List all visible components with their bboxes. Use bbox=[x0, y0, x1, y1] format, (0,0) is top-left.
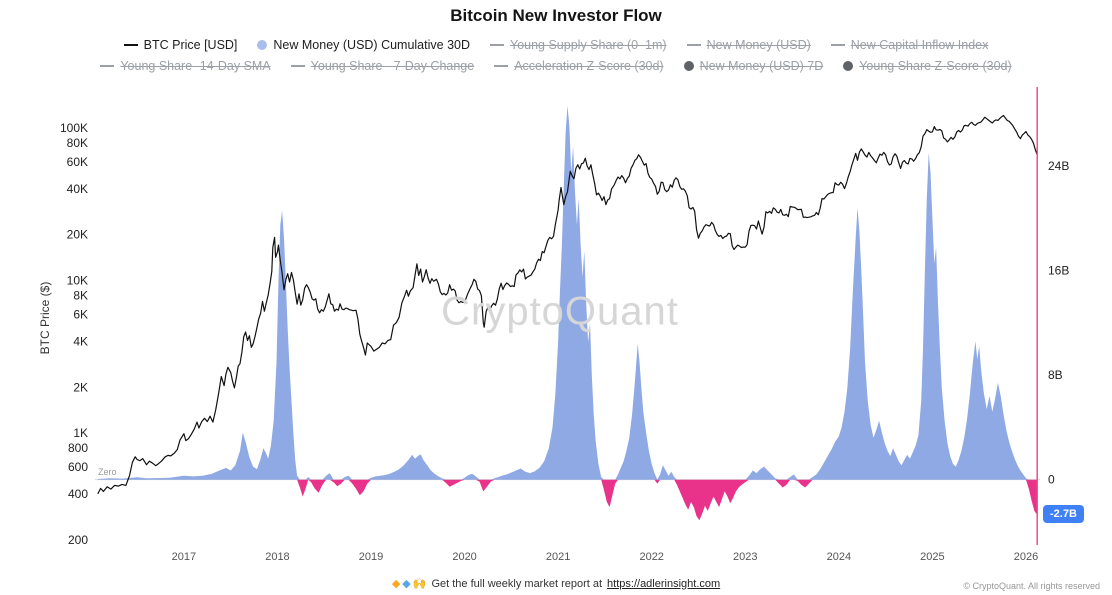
legend-line-marker bbox=[490, 44, 504, 46]
legend-item[interactable]: Young Share Z-Score (30d) bbox=[843, 59, 1012, 73]
axis-tick-label: 2024 bbox=[827, 551, 851, 563]
axis-tick-label: 10K bbox=[67, 274, 88, 288]
legend-line-marker bbox=[123, 44, 138, 46]
legend-item-label: New Money (USD) 7D bbox=[699, 59, 824, 73]
orange-diamond-icon: ◆ bbox=[391, 578, 401, 590]
axis-tick-label: 2020 bbox=[452, 551, 476, 563]
axis-tick-label: 60K bbox=[67, 155, 88, 169]
legend-item[interactable]: New Money (USD) bbox=[686, 38, 811, 52]
legend-item-label: BTC Price [USD] bbox=[143, 38, 238, 52]
legend-item[interactable]: New Money (USD) Cumulative 30D bbox=[257, 38, 470, 52]
legend-item[interactable]: BTC Price [USD] bbox=[123, 38, 238, 52]
copyright: © CryptoQuant. All rights reserved bbox=[963, 581, 1100, 591]
legend-item[interactable]: New Money (USD) 7D bbox=[683, 59, 824, 73]
axis-tick-label: 200 bbox=[68, 533, 88, 547]
legend-item[interactable]: Young Supply Share (0–1m) bbox=[490, 38, 667, 52]
legend-item-label: Young Share - 7-Day Change bbox=[310, 59, 475, 73]
axis-tick-label: 800 bbox=[68, 441, 88, 455]
legend-item-label: Young Supply Share (0–1m) bbox=[510, 38, 667, 52]
axis-tick-label: 2021 bbox=[546, 551, 570, 563]
legend-line-marker bbox=[494, 65, 509, 67]
axis-tick-label: 2025 bbox=[920, 551, 944, 563]
legend-item[interactable]: New Capital Inflow Index bbox=[830, 38, 989, 52]
axis-tick-label: 6K bbox=[73, 307, 88, 321]
btc-price-line bbox=[97, 114, 1038, 495]
flow-area-negative bbox=[97, 479, 1038, 521]
raised-hands-icon: 🙌 bbox=[412, 578, 427, 590]
axis-tick-label: 1K bbox=[73, 426, 88, 440]
report-link[interactable]: https://adlerinsight.com bbox=[607, 577, 721, 590]
legend-item-label: New Money (USD) bbox=[706, 38, 811, 52]
footer-icons: ◆ ◆ 🙌 bbox=[392, 577, 427, 590]
legend-dot-marker bbox=[257, 40, 268, 50]
axis-tick-label: 2022 bbox=[639, 551, 663, 563]
footer: ◆ ◆ 🙌 Get the full weekly market report at… bbox=[0, 577, 1112, 591]
blue-diamond-icon: ◆ bbox=[402, 578, 411, 590]
axis-tick-label: 8K bbox=[73, 288, 88, 302]
legend-line-marker bbox=[290, 65, 305, 67]
axis-tick-label: 400 bbox=[68, 487, 88, 501]
legend-line-marker bbox=[686, 44, 701, 46]
legend: BTC Price [USD] New Money (USD) Cumulativ… bbox=[0, 38, 1112, 80]
axis-tick-label: 8B bbox=[1048, 368, 1063, 382]
legend-dot-marker bbox=[683, 61, 694, 71]
legend-item-label: Acceleration Z-Score (30d) bbox=[514, 59, 664, 73]
legend-item[interactable]: Acceleration Z-Score (30d) bbox=[494, 59, 664, 73]
axis-tick-label: 0 bbox=[1048, 473, 1055, 487]
axis-tick-label: 2017 bbox=[172, 551, 196, 563]
axis-tick-label: 2026 bbox=[1014, 551, 1038, 563]
axis-tick-label: 16B bbox=[1048, 264, 1069, 278]
footer-text: Get the full weekly market report at bbox=[431, 577, 603, 590]
legend-dot-marker bbox=[843, 61, 854, 71]
legend-item-label: Young Share -14-Day SMA bbox=[120, 59, 271, 73]
legend-item-label: New Capital Inflow Index bbox=[850, 38, 989, 52]
axis-tick-label: 100K bbox=[60, 121, 88, 135]
legend-row: Young Share -14-Day SMA Young Share - 7-D… bbox=[0, 59, 1112, 73]
chart-title: Bitcoin New Investor Flow bbox=[450, 6, 662, 25]
legend-item[interactable]: Young Share -14-Day SMA bbox=[100, 59, 271, 73]
legend-row: BTC Price [USD] New Money (USD) Cumulativ… bbox=[0, 38, 1112, 52]
legend-item-label: New Money (USD) Cumulative 30D bbox=[273, 38, 470, 52]
legend-item-label: Young Share Z-Score (30d) bbox=[859, 59, 1012, 73]
legend-item[interactable]: Young Share - 7-Day Change bbox=[290, 59, 475, 73]
axis-tick-label: 2023 bbox=[733, 551, 757, 563]
axis-tick-label: 40K bbox=[67, 182, 88, 196]
axis-tick-label: 80K bbox=[67, 136, 88, 150]
axis-tick-label: 20K bbox=[67, 228, 88, 242]
axis-tick-label: 2018 bbox=[265, 551, 289, 563]
axis-tick-label: 600 bbox=[68, 460, 88, 474]
axis-tick-label: 2019 bbox=[359, 551, 383, 563]
axis-tick-label: 4K bbox=[73, 334, 88, 348]
legend-line-marker bbox=[100, 65, 115, 67]
axis-tick-label: 24B bbox=[1048, 159, 1069, 173]
flow-area-positive bbox=[97, 105, 1038, 480]
legend-line-marker bbox=[830, 44, 845, 46]
axis-tick-label: 2K bbox=[73, 380, 88, 394]
